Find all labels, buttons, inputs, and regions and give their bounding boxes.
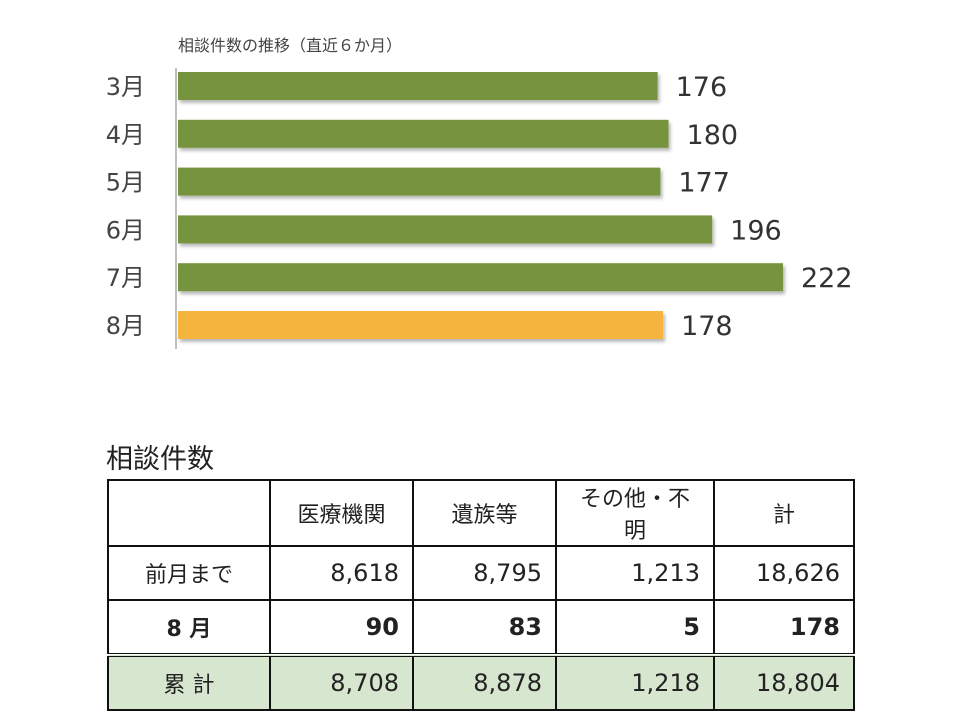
header-other: その他・不明 (555, 479, 715, 547)
chart-title: 相談件数の推移（直近６か月） (178, 36, 402, 55)
cell-family: 8,795 (412, 545, 557, 601)
cell-medical: 8,708 (269, 654, 414, 711)
category-label: 7月 (106, 264, 145, 292)
header-empty (107, 479, 271, 547)
bar-chart: 相談件数の推移（直近６か月） 3月 176 4月 180 5月 177 6月 196 7月 222… (106, 36, 853, 349)
bar (178, 167, 661, 196)
cell-other: 5 (555, 599, 715, 656)
cell-total: 18,804 (713, 654, 855, 711)
value-label: 177 (678, 168, 730, 199)
cell-medical: 90 (269, 599, 414, 656)
bar (178, 119, 669, 148)
category-label: 6月 (106, 216, 145, 244)
value-label: 222 (801, 263, 853, 294)
cell-medical: 8,618 (269, 545, 414, 601)
table-header-row: 医療機関 遺族等 その他・不明 計 (107, 479, 855, 547)
table-title: 相談件数 (106, 444, 214, 475)
bar (178, 311, 664, 339)
row-label: 8 月 (107, 599, 271, 656)
bar (178, 263, 783, 292)
value-label: 196 (730, 215, 782, 246)
category-label: 3月 (106, 73, 145, 101)
row-label: 累 計 (107, 654, 271, 711)
bars-group: 3月 176 4月 180 5月 177 6月 196 7月 222 8月 178 (106, 72, 853, 342)
cell-family: 83 (412, 599, 557, 656)
consultation-table: 医療機関 遺族等 その他・不明 計 前月まで 8,618 8,795 1,213… (107, 479, 855, 711)
cell-total: 18,626 (713, 545, 855, 601)
table-row-august: 8 月 90 83 5 178 (107, 599, 855, 656)
category-label: 5月 (106, 169, 145, 197)
cell-total: 178 (713, 599, 855, 656)
table-row-previous: 前月まで 8,618 8,795 1,213 18,626 (107, 545, 855, 601)
bar (178, 215, 713, 244)
value-label: 176 (676, 72, 728, 103)
cell-other: 1,213 (555, 545, 715, 601)
category-label: 8月 (106, 312, 145, 340)
header-medical: 医療機関 (269, 479, 414, 547)
cell-other: 1,218 (555, 654, 715, 711)
value-label: 178 (681, 311, 733, 342)
table-row-cumulative: 累 計 8,708 8,878 1,218 18,804 (107, 654, 855, 711)
category-label: 4月 (106, 121, 145, 149)
header-family: 遺族等 (412, 479, 557, 547)
bar (178, 72, 658, 100)
row-label: 前月まで (107, 545, 271, 601)
value-label: 180 (687, 120, 739, 151)
cell-family: 8,878 (412, 654, 557, 711)
header-total: 計 (713, 479, 855, 547)
